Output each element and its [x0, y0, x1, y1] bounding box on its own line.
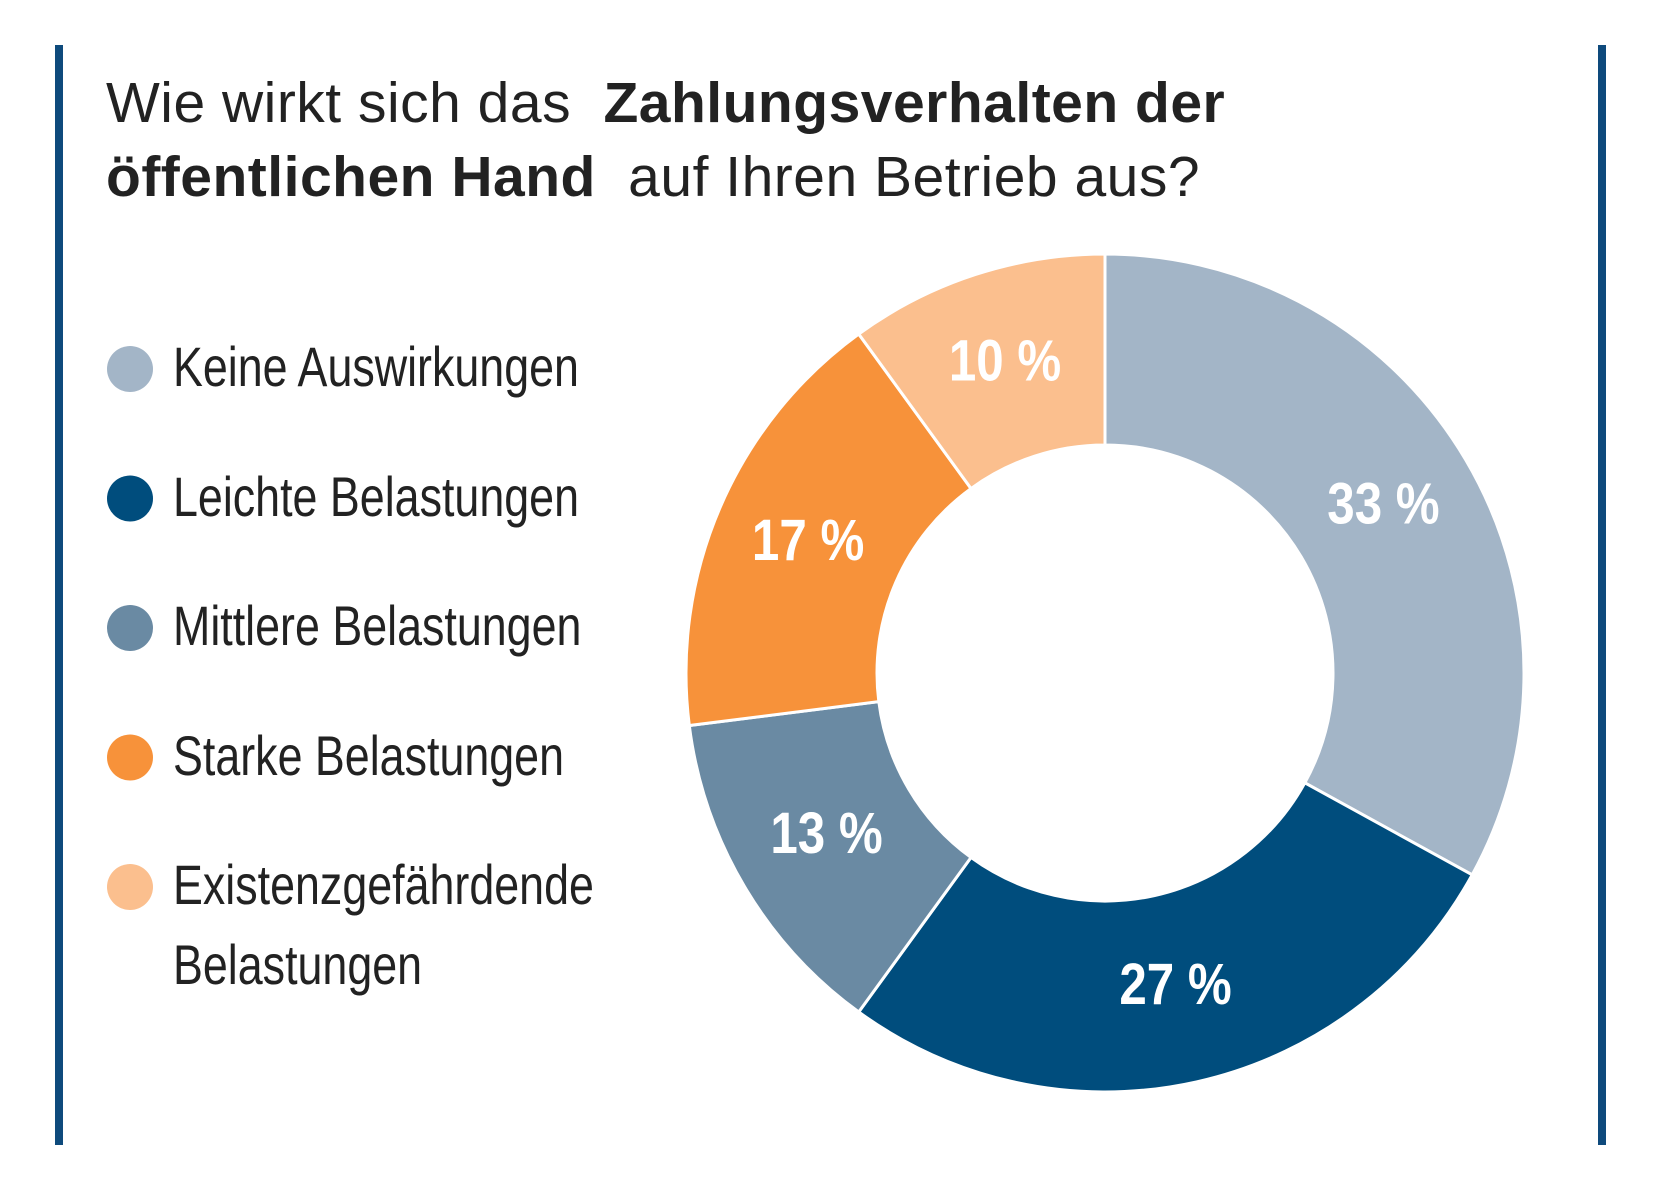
title-part: auf Ihren Betrieb aus?: [628, 145, 1200, 209]
legend-marker: [107, 475, 153, 522]
donut-slice: [684, 331, 974, 728]
value-label: 13 %: [770, 801, 882, 866]
legend-label: Keine Auswirkungen: [173, 335, 579, 398]
donut-slice: [1103, 252, 1526, 877]
title-part: Wie wirkt sich das: [106, 71, 571, 135]
donut-slice: [856, 252, 1107, 491]
legend-label: Leichte Belastungen: [173, 464, 579, 528]
legend-marker: [107, 346, 153, 392]
legend-label: Existenzgefährdende Belastungen: [173, 853, 594, 996]
value-label: 10 %: [949, 329, 1061, 394]
donut-slice: [856, 780, 1475, 1094]
value-label: 33 %: [1327, 472, 1439, 537]
chart-title: öffentlichen Hand auf Ihren Betrieb aus?: [106, 145, 1200, 209]
chart-title: Wie wirkt sich das Zahlungsverhalten der: [106, 71, 1225, 135]
legend-label: Mittlere Belastungen: [173, 594, 582, 657]
legend-label: Starke Belastungen: [173, 723, 565, 787]
frame-bar: [55, 45, 63, 1145]
frame-bar: [1598, 45, 1606, 1145]
legend-marker: [107, 864, 153, 910]
value-label: 27 %: [1119, 952, 1231, 1017]
title-part: Zahlungsverhalten der: [603, 71, 1225, 135]
title-part: öffentlichen Hand: [106, 145, 596, 209]
legend-marker: [107, 734, 153, 781]
legend-marker: [107, 605, 153, 651]
value-label: 17 %: [752, 508, 864, 573]
donut-slice: [687, 699, 974, 1015]
